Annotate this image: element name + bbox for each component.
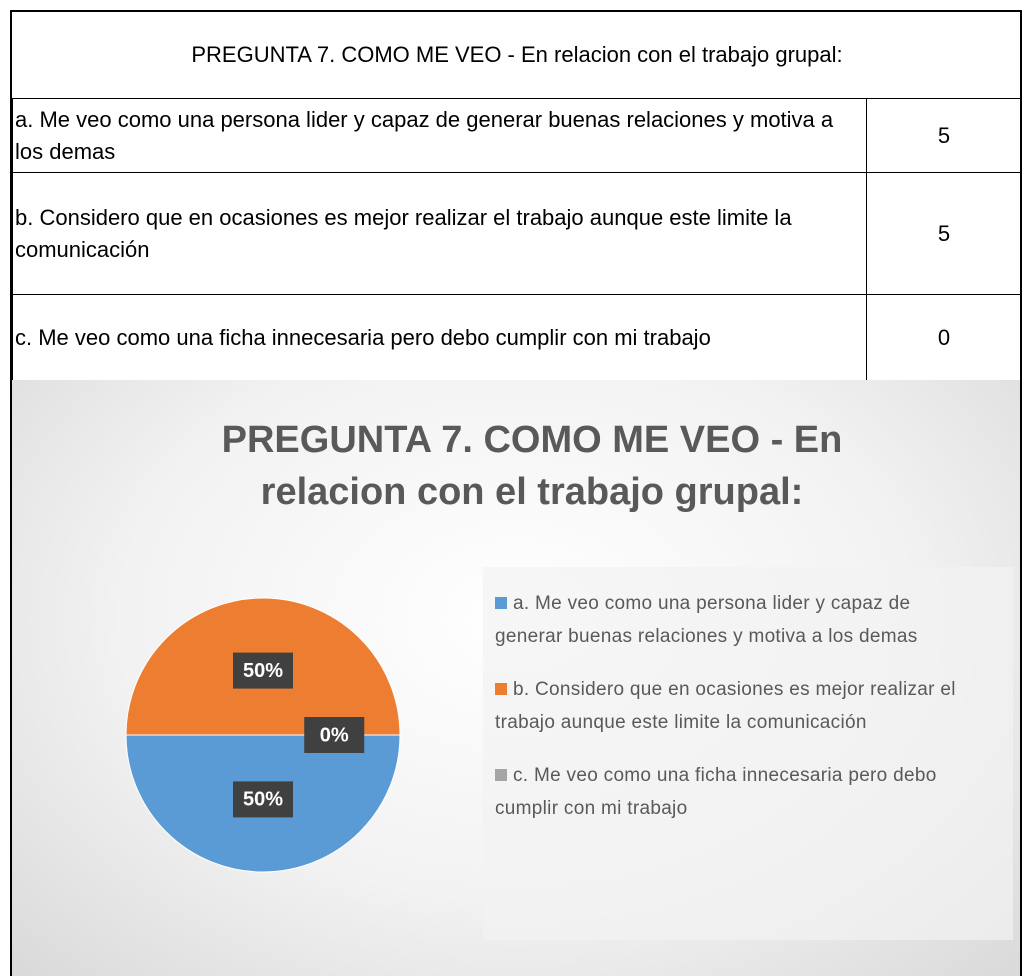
row-value: 5 bbox=[866, 98, 1020, 173]
data-label-bg bbox=[233, 652, 293, 689]
legend-item: c. Me veo como una ficha innecesaria per… bbox=[495, 759, 975, 825]
row-label: c. Me veo como una ficha innecesaria per… bbox=[12, 294, 867, 381]
legend-label: b. Considero que en ocasiones es mejor r… bbox=[495, 679, 956, 733]
row-label: a. Me veo como una persona lider y capaz… bbox=[12, 98, 867, 173]
data-label-bg bbox=[304, 717, 365, 753]
chart: PREGUNTA 7. COMO ME VEO - En relacion co… bbox=[12, 380, 1020, 976]
data-label: 50% bbox=[243, 789, 283, 811]
legend-label: a. Me veo como una persona lider y capaz… bbox=[495, 593, 918, 647]
pie: 50% 50% 0% bbox=[125, 597, 401, 873]
legend-item: b. Considero que en ocasiones es mejor r… bbox=[495, 673, 975, 739]
row-value: 0 bbox=[866, 294, 1020, 381]
chart-title: PREGUNTA 7. COMO ME VEO - En relacion co… bbox=[221, 419, 843, 513]
table-title: PREGUNTA 7. COMO ME VEO - En relacion co… bbox=[12, 12, 1020, 99]
data-label-bg bbox=[233, 781, 293, 818]
data-label: 50% bbox=[243, 660, 283, 682]
legend-swatch bbox=[495, 769, 507, 781]
legend-label: c. Me veo como una ficha innecesaria per… bbox=[495, 765, 937, 819]
data-label: 0% bbox=[320, 724, 349, 746]
sheet: PREGUNTA 7. COMO ME VEO - En relacion co… bbox=[10, 10, 1022, 976]
legend-item: a. Me veo como una persona lider y capaz… bbox=[495, 587, 975, 653]
legend: a. Me veo como una persona lider y capaz… bbox=[483, 567, 1013, 940]
table: PREGUNTA 7. COMO ME VEO - En relacion co… bbox=[12, 12, 1020, 381]
row-value: 5 bbox=[866, 172, 1020, 295]
row-label: b. Considero que en ocasiones es mejor r… bbox=[12, 172, 867, 295]
legend-swatch bbox=[495, 683, 507, 695]
legend-swatch bbox=[495, 597, 507, 609]
